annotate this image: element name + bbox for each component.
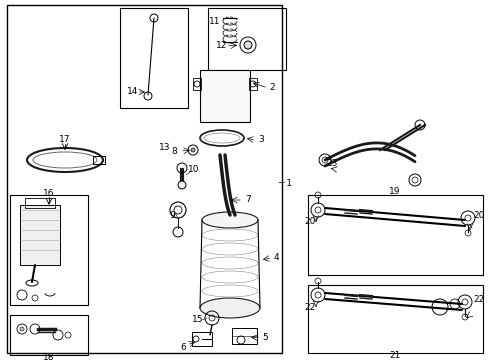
Text: 10: 10 (188, 165, 199, 174)
Circle shape (244, 41, 251, 49)
Text: 22: 22 (304, 302, 315, 311)
Bar (231, 328, 257, 344)
Text: 9: 9 (169, 211, 175, 220)
Circle shape (178, 181, 185, 189)
Text: 13: 13 (159, 144, 170, 153)
Text: 17: 17 (59, 135, 71, 144)
Text: 16: 16 (43, 189, 55, 198)
Text: ─ 1: ─ 1 (278, 179, 291, 188)
Text: 8: 8 (171, 147, 177, 156)
Ellipse shape (200, 298, 260, 318)
Text: 20: 20 (304, 217, 315, 226)
Bar (248, 78, 257, 90)
Bar (10, 195, 88, 305)
Text: 19: 19 (388, 188, 400, 197)
Bar (307, 285, 482, 353)
Bar (93, 156, 105, 164)
Bar (192, 332, 212, 346)
Text: 2: 2 (268, 84, 274, 93)
Bar (7, 5, 282, 353)
Bar (307, 195, 482, 275)
Text: 4: 4 (273, 253, 278, 262)
Text: 12: 12 (216, 41, 227, 50)
Circle shape (191, 148, 195, 152)
Bar (200, 70, 249, 122)
Text: 5: 5 (262, 333, 267, 342)
Bar (193, 78, 201, 90)
Text: 6: 6 (180, 342, 185, 351)
Circle shape (20, 327, 24, 331)
Text: 3: 3 (258, 135, 264, 144)
Text: 18: 18 (43, 352, 55, 360)
Text: 15: 15 (192, 315, 203, 324)
Text: 14: 14 (127, 87, 139, 96)
Bar (25, 198, 55, 208)
Text: 22: 22 (472, 296, 484, 305)
Text: 11: 11 (209, 18, 220, 27)
Bar (120, 8, 187, 108)
Ellipse shape (202, 212, 258, 228)
Bar (20, 205, 60, 265)
Text: 21: 21 (388, 351, 400, 360)
Text: 20: 20 (472, 211, 484, 220)
Text: 7: 7 (244, 195, 250, 204)
Bar (10, 315, 88, 355)
Text: 23: 23 (325, 158, 337, 167)
Bar (207, 8, 285, 70)
